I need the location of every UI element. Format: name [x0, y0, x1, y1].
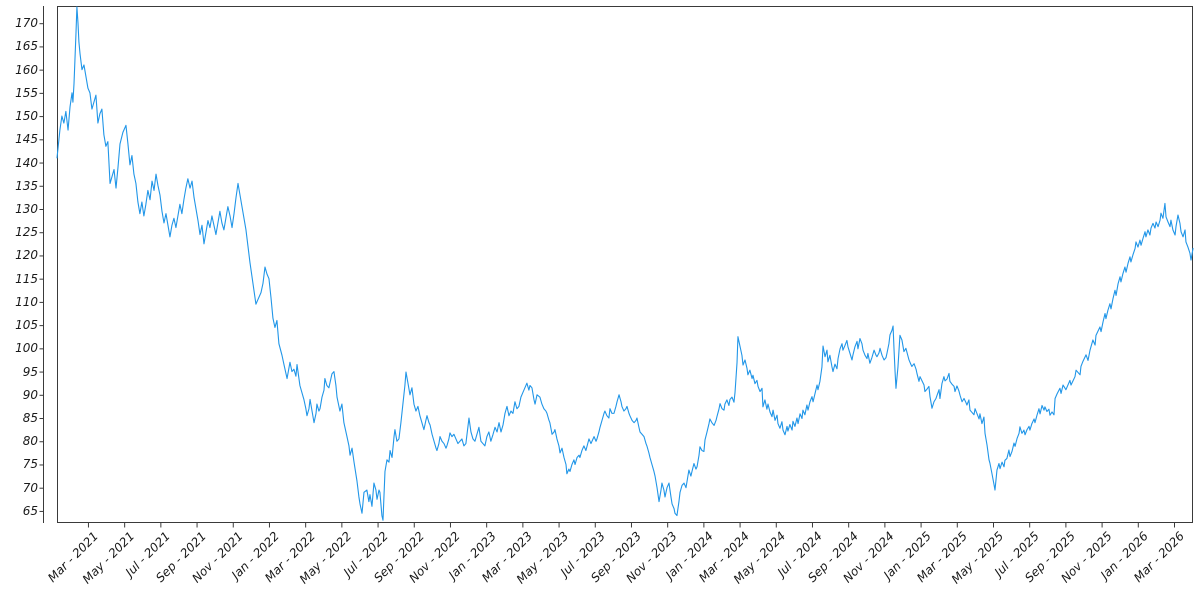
y-tick-label: 130 — [15, 201, 38, 216]
y-tick-label: 85 — [22, 411, 38, 426]
y-tick-label: 140 — [15, 155, 38, 170]
price-line — [56, 6, 1194, 521]
y-tick-label: 125 — [15, 225, 38, 240]
y-tick-label: 120 — [15, 248, 38, 263]
y-tick-label: 165 — [15, 39, 38, 54]
y-tick-label: 75 — [22, 457, 38, 472]
y-tick-label: 160 — [15, 62, 38, 77]
y-tick-label: 100 — [15, 341, 38, 356]
y-tick-label: 110 — [15, 294, 38, 309]
y-tick-label: 155 — [15, 85, 38, 100]
y-tick-label: 80 — [22, 434, 38, 449]
y-tick-label: 115 — [15, 271, 38, 286]
y-tick-label: 170 — [15, 16, 38, 31]
y-tick-label: 90 — [22, 387, 38, 402]
y-tick-label: 145 — [15, 132, 38, 147]
y-tick-label: 65 — [22, 503, 38, 518]
y-tick-label: 150 — [15, 109, 38, 124]
y-tick-label: 70 — [22, 480, 38, 495]
y-tick-label: 135 — [15, 178, 38, 193]
y-tick-label: 105 — [15, 318, 38, 333]
y-tick-label: 95 — [22, 364, 38, 379]
plot-frame — [57, 6, 1193, 523]
